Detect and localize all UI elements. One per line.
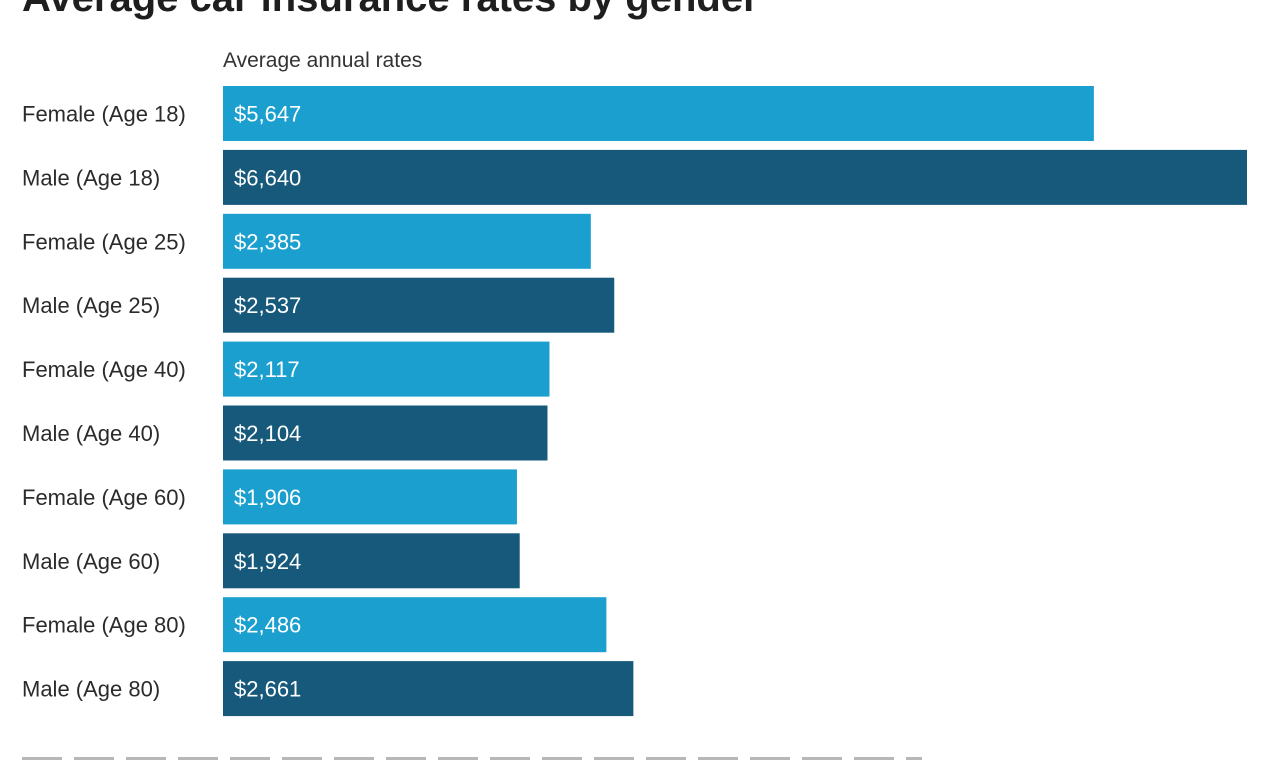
category-label: Male (Age 40) bbox=[22, 421, 160, 446]
bar-value-label: $6,640 bbox=[234, 165, 301, 190]
bar-value-label: $2,385 bbox=[234, 229, 301, 254]
category-label: Male (Age 18) bbox=[22, 165, 160, 190]
bar-value-label: $2,104 bbox=[234, 421, 301, 446]
footnote-text bbox=[22, 752, 922, 760]
chart-subtitle: Average annual rates bbox=[223, 49, 423, 72]
category-label: Male (Age 60) bbox=[22, 549, 160, 574]
category-label: Male (Age 25) bbox=[22, 293, 160, 318]
bar bbox=[223, 533, 520, 589]
bar-value-label: $2,117 bbox=[234, 357, 300, 382]
bar-value-label: $2,486 bbox=[234, 613, 301, 638]
bar bbox=[223, 405, 548, 461]
bar-value-label: $2,537 bbox=[234, 293, 301, 318]
bar bbox=[223, 469, 517, 525]
bar bbox=[223, 86, 1094, 141]
bar bbox=[223, 149, 1247, 205]
bar bbox=[223, 661, 634, 717]
bar-value-label: $1,924 bbox=[234, 549, 301, 574]
category-label: Male (Age 80) bbox=[22, 677, 160, 702]
bar-value-label: $1,906 bbox=[234, 485, 301, 510]
bar bbox=[223, 213, 591, 269]
category-label: Female (Age 60) bbox=[22, 485, 186, 510]
category-label: Female (Age 18) bbox=[22, 102, 186, 127]
category-label: Female (Age 40) bbox=[22, 357, 186, 382]
bar-value-label: $2,661 bbox=[234, 677, 301, 702]
bar bbox=[223, 277, 615, 333]
bar bbox=[223, 597, 607, 653]
category-label: Female (Age 80) bbox=[22, 613, 186, 638]
bar bbox=[223, 341, 550, 397]
chart-title: Average car insurance rates by gender bbox=[22, 0, 759, 22]
category-label: Female (Age 25) bbox=[22, 229, 186, 254]
bar-value-label: $5,647 bbox=[234, 102, 301, 127]
